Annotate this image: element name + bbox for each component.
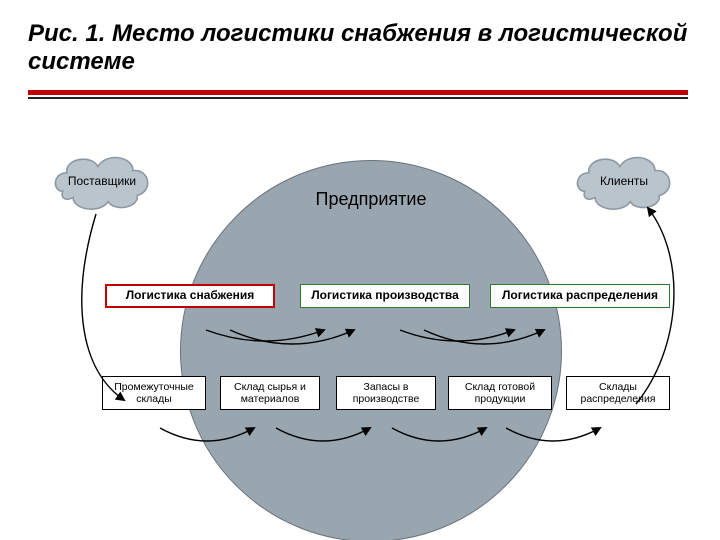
figure-title: Рис. 1. Место логистики снабжения в логи… <box>28 20 688 75</box>
cloud-clients: Клиенты <box>570 150 678 212</box>
enterprise-circle: Предприятие <box>180 160 562 540</box>
cloud-suppliers-label: Поставщики <box>42 150 162 212</box>
box-supply-label: Логистика снабжения <box>126 289 255 303</box>
box-fg-label: Склад готовой продукции <box>453 381 547 405</box>
cloud-suppliers: Поставщики <box>42 150 162 212</box>
cloud-clients-label: Клиенты <box>570 150 678 212</box>
box-interm-label: Промежуточные склады <box>107 381 201 405</box>
box-distw-label: Склады распределения <box>571 381 665 405</box>
box-distw: Склады распределения <box>566 376 670 410</box>
enterprise-label: Предприятие <box>181 189 561 210</box>
box-interm: Промежуточные склады <box>102 376 206 410</box>
box-raw: Склад сырья и материалов <box>220 376 320 410</box>
box-distribution-label: Логистика распределения <box>502 289 658 303</box>
box-production: Логистика производства <box>300 284 470 308</box>
box-distribution: Логистика распределения <box>490 284 670 308</box>
box-wip-label: Запасы в производстве <box>341 381 431 405</box>
diagram-stage: Рис. 1. Место логистики снабжения в логи… <box>0 0 720 540</box>
box-supply: Логистика снабжения <box>105 284 275 308</box>
box-raw-label: Склад сырья и материалов <box>225 381 315 405</box>
box-wip: Запасы в производстве <box>336 376 436 410</box>
title-rule <box>28 90 688 99</box>
box-fg: Склад готовой продукции <box>448 376 552 410</box>
rule-black <box>28 97 688 99</box>
box-production-label: Логистика производства <box>311 289 459 303</box>
